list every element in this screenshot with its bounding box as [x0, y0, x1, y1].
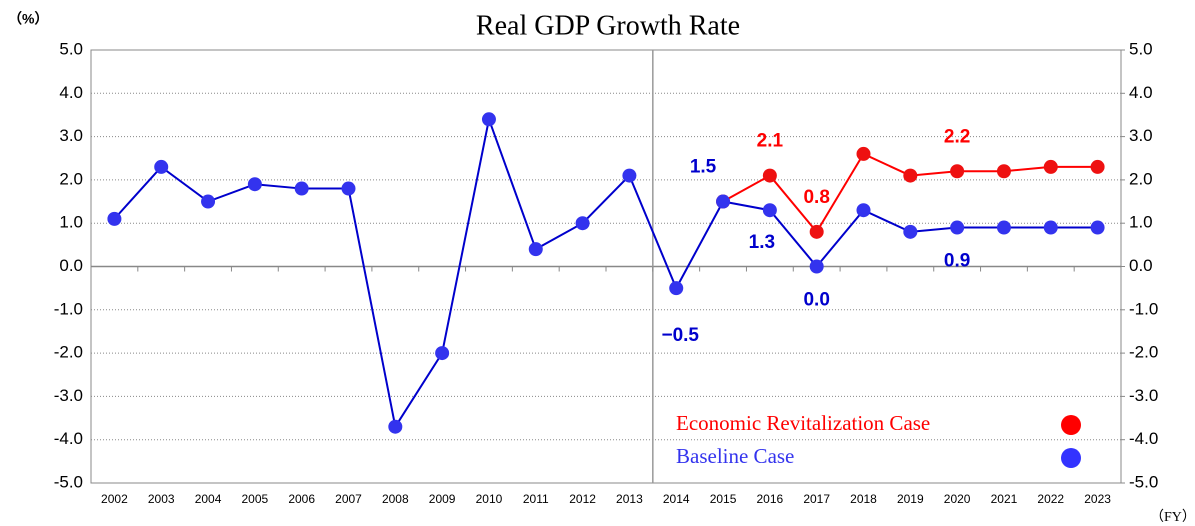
point — [903, 168, 918, 183]
data-label: 2.1 — [757, 131, 784, 152]
x-tick-label: 2019 — [897, 492, 924, 506]
point — [528, 242, 543, 257]
point — [1043, 159, 1058, 174]
point — [996, 220, 1011, 235]
point — [294, 181, 309, 196]
data-label: 0.0 — [803, 290, 829, 311]
point — [762, 203, 777, 218]
y2-tick-label: -2.0 — [1129, 343, 1158, 362]
y2-tick-label: 0.0 — [1129, 256, 1153, 275]
data-label: 0.8 — [803, 187, 829, 208]
x-tick-label: 2006 — [288, 492, 315, 506]
point — [435, 346, 450, 361]
x-tick-label: 2002 — [101, 492, 128, 506]
point — [481, 112, 496, 127]
point — [856, 203, 871, 218]
x-tick-label: 2015 — [710, 492, 737, 506]
y2-tick-label: 3.0 — [1129, 126, 1153, 145]
x-tick-label: 2005 — [242, 492, 269, 506]
y-tick-label: -1.0 — [54, 299, 83, 318]
data-label: −0.5 — [661, 325, 699, 346]
legend-marker — [1061, 448, 1081, 468]
y2-tick-label: -3.0 — [1129, 386, 1158, 405]
data-label: 0.9 — [944, 251, 970, 272]
x-tick-label: 2003 — [148, 492, 175, 506]
data-label: 1.5 — [690, 157, 717, 178]
y2-tick-label: 5.0 — [1129, 39, 1153, 58]
point — [809, 259, 824, 274]
x-tick-label: 2012 — [569, 492, 596, 506]
x-tick-label: 2022 — [1037, 492, 1064, 506]
chart-title: Real GDP Growth Rate — [476, 10, 740, 41]
y2-tick-label: 2.0 — [1129, 169, 1153, 188]
point — [388, 419, 403, 434]
legend-marker — [1061, 415, 1081, 435]
y-tick-label: -2.0 — [54, 343, 83, 362]
x-tick-label: 2017 — [803, 492, 830, 506]
y-tick-label: 2.0 — [59, 169, 83, 188]
point — [341, 181, 356, 196]
point — [247, 177, 262, 192]
point — [856, 146, 871, 161]
point — [154, 159, 169, 174]
x-tick-label: 2004 — [195, 492, 222, 506]
point — [950, 220, 965, 235]
point — [1043, 220, 1058, 235]
y-tick-label: 5.0 — [59, 39, 83, 58]
y-tick-label: 1.0 — [59, 213, 83, 232]
y-tick-label: 0.0 — [59, 256, 83, 275]
legend-label: Baseline Case — [676, 444, 794, 468]
y-axis-label: （%） — [8, 11, 48, 27]
x-axis-label: （FY） — [1150, 509, 1195, 525]
y2-tick-label: -1.0 — [1129, 299, 1158, 318]
point — [996, 164, 1011, 179]
point — [809, 224, 824, 239]
x-tick-label: 2008 — [382, 492, 409, 506]
x-tick-label: 2023 — [1084, 492, 1111, 506]
x-tick-label: 2021 — [991, 492, 1018, 506]
point — [575, 216, 590, 231]
y2-tick-label: 4.0 — [1129, 83, 1153, 102]
x-tick-label: 2013 — [616, 492, 643, 506]
x-tick-label: 2007 — [335, 492, 362, 506]
y-tick-label: 4.0 — [59, 83, 83, 102]
x-tick-label: 2016 — [757, 492, 784, 506]
data-label: 2.2 — [944, 126, 970, 147]
y2-tick-label: 1.0 — [1129, 213, 1153, 232]
point — [903, 224, 918, 239]
point — [1090, 159, 1105, 174]
x-tick-label: 2018 — [850, 492, 877, 506]
x-tick-label: 2010 — [476, 492, 503, 506]
x-tick-label: 2009 — [429, 492, 456, 506]
y2-tick-label: -4.0 — [1129, 429, 1158, 448]
point — [950, 164, 965, 179]
point — [716, 194, 731, 209]
point — [201, 194, 216, 209]
point — [669, 281, 684, 296]
y-tick-label: -3.0 — [54, 386, 83, 405]
point — [762, 168, 777, 183]
legend-label: Economic Revitalization Case — [676, 411, 930, 435]
point — [107, 211, 122, 226]
x-tick-label: 2020 — [944, 492, 971, 506]
point — [622, 168, 637, 183]
y2-tick-label: -5.0 — [1129, 472, 1158, 491]
x-tick-label: 2011 — [523, 492, 549, 506]
data-label: 1.3 — [749, 232, 775, 253]
x-tick-label: 2014 — [663, 492, 690, 506]
y-tick-label: -4.0 — [54, 429, 83, 448]
series-line — [113, 115, 1098, 430]
point — [1090, 220, 1105, 235]
y-tick-label: 3.0 — [59, 126, 83, 145]
y-tick-label: -5.0 — [54, 472, 83, 491]
